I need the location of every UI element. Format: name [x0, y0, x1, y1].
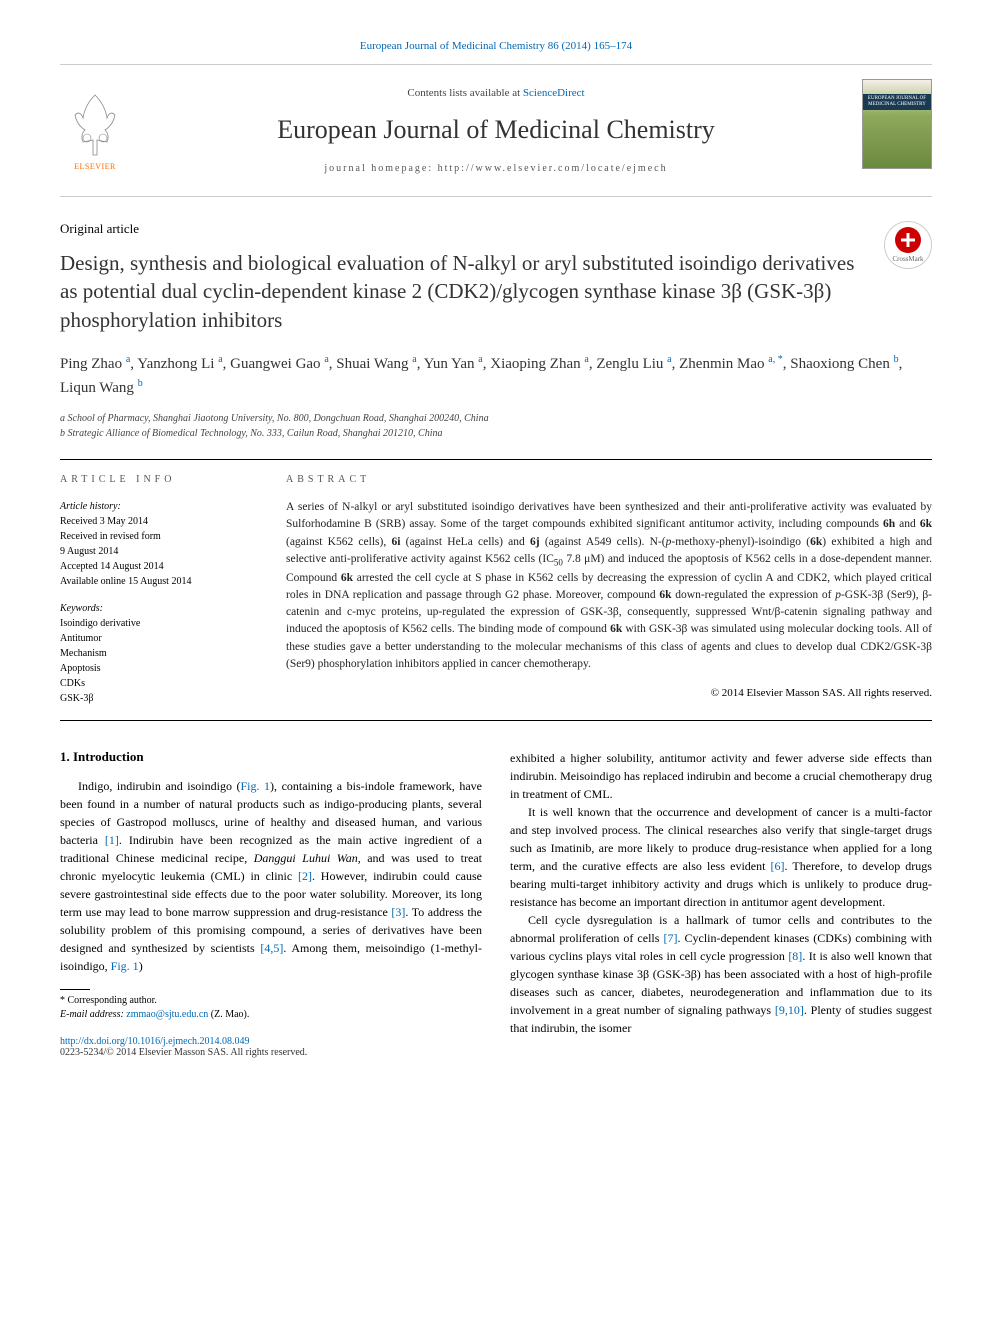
- journal-cover-thumbnail[interactable]: EUROPEAN JOURNAL OF MEDICINAL CHEMISTRY: [862, 79, 932, 169]
- crossmark-icon: [895, 227, 921, 253]
- journal-header: ELSEVIER Contents lists available at Sci…: [60, 64, 932, 197]
- elsevier-tree-icon: [65, 90, 125, 160]
- issn-copyright: 0223-5234/© 2014 Elsevier Masson SAS. Al…: [60, 1047, 482, 1058]
- cover-band-text: EUROPEAN JOURNAL OF MEDICINAL CHEMISTRY: [863, 94, 931, 110]
- keyword: GSK-3β: [60, 691, 254, 706]
- contents-label: Contents lists available at: [407, 87, 522, 99]
- article-info-heading: ARTICLE INFO: [60, 474, 254, 485]
- email-attribution: (Z. Mao).: [208, 1009, 249, 1020]
- abstract-column: ABSTRACT A series of N-alkyl or aryl sub…: [270, 460, 932, 720]
- section-heading: 1. Introduction: [60, 749, 482, 765]
- keyword: Mechanism: [60, 646, 254, 661]
- history-item: Received in revised form: [60, 529, 254, 544]
- publisher-logo[interactable]: ELSEVIER: [60, 79, 130, 182]
- body-text-col1: Indigo, indirubin and isoindigo (Fig. 1)…: [60, 777, 482, 975]
- email-link[interactable]: zmmao@sjtu.edu.cn: [126, 1009, 208, 1020]
- corresponding-author-note: * Corresponding author. E-mail address: …: [60, 994, 482, 1022]
- keyword: Isoindigo derivative: [60, 616, 254, 631]
- affiliation-a: a School of Pharmacy, Shanghai Jiaotong …: [60, 411, 932, 426]
- history-item: 9 August 2014: [60, 544, 254, 559]
- abstract-heading: ABSTRACT: [286, 474, 932, 485]
- article-type: Original article: [60, 221, 932, 237]
- history-label: Article history:: [60, 499, 254, 514]
- crossmark-label: CrossMark: [892, 255, 923, 263]
- doi-link[interactable]: http://dx.doi.org/10.1016/j.ejmech.2014.…: [60, 1036, 482, 1047]
- keyword: CDKs: [60, 676, 254, 691]
- body-columns: 1. Introduction Indigo, indirubin and is…: [60, 749, 932, 1058]
- contents-available: Contents lists available at ScienceDirec…: [150, 87, 842, 99]
- journal-citation[interactable]: European Journal of Medicinal Chemistry …: [60, 40, 932, 52]
- corresp-label: * Corresponding author.: [60, 994, 482, 1008]
- footnote-divider: [60, 989, 90, 990]
- history-item: Available online 15 August 2014: [60, 574, 254, 589]
- abstract-text: A series of N-alkyl or aryl substituted …: [286, 499, 932, 673]
- journal-name: European Journal of Medicinal Chemistry: [150, 115, 842, 145]
- email-label: E-mail address:: [60, 1009, 126, 1020]
- doi-block: http://dx.doi.org/10.1016/j.ejmech.2014.…: [60, 1036, 482, 1058]
- article-info-sidebar: ARTICLE INFO Article history: Received 3…: [60, 460, 270, 720]
- journal-homepage[interactable]: journal homepage: http://www.elsevier.co…: [150, 163, 842, 174]
- keyword: Antitumor: [60, 631, 254, 646]
- article-title: Design, synthesis and biological evaluat…: [60, 249, 932, 334]
- publisher-name: ELSEVIER: [65, 162, 125, 171]
- affiliation-b: b Strategic Alliance of Biomedical Techn…: [60, 426, 932, 441]
- crossmark-badge[interactable]: CrossMark: [884, 221, 932, 269]
- sciencedirect-link[interactable]: ScienceDirect: [523, 87, 585, 99]
- body-text-col2: exhibited a higher solubility, antitumor…: [510, 749, 932, 1037]
- abstract-copyright: © 2014 Elsevier Masson SAS. All rights r…: [286, 687, 932, 699]
- history-item: Received 3 May 2014: [60, 514, 254, 529]
- history-item: Accepted 14 August 2014: [60, 559, 254, 574]
- author-list: Ping Zhao a, Yanzhong Li a, Guangwei Gao…: [60, 352, 932, 399]
- keywords-label: Keywords:: [60, 603, 254, 614]
- affiliations: a School of Pharmacy, Shanghai Jiaotong …: [60, 411, 932, 441]
- keyword: Apoptosis: [60, 661, 254, 676]
